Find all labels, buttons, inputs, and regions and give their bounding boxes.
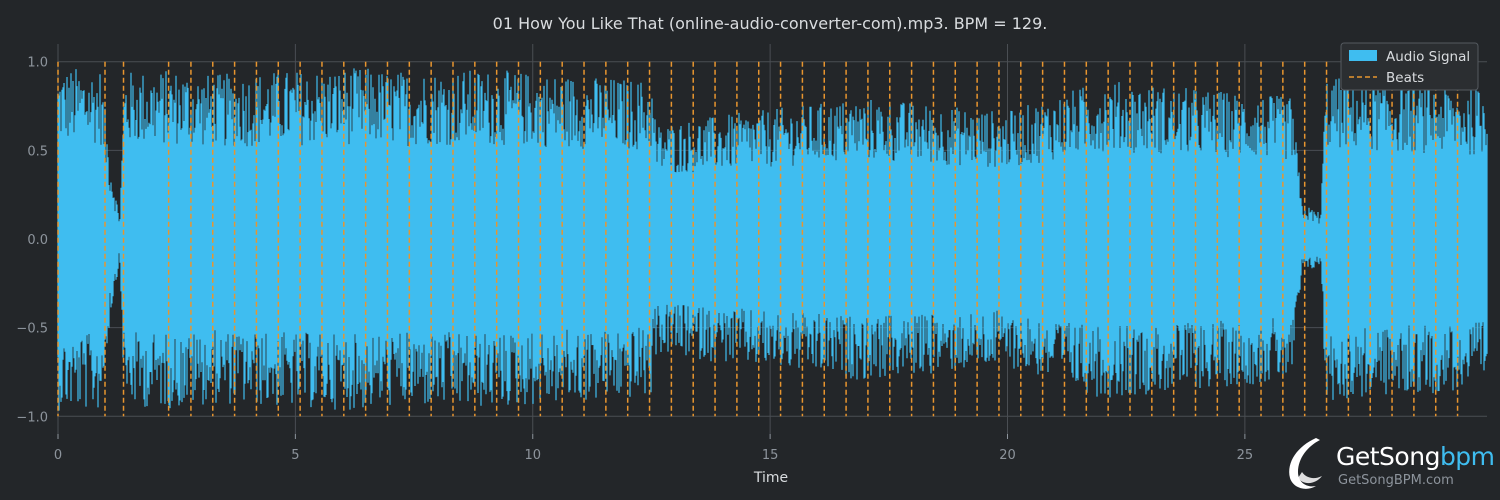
y-tick-label: −0.5: [16, 322, 48, 337]
y-tick-label: −1.0: [16, 410, 48, 425]
axes: 1.0 0.5 0.0 −0.5 −1.0 0 5 10 15 20 25: [16, 56, 1253, 463]
y-tick-label: 0.0: [27, 233, 48, 248]
x-axis-label: Time: [753, 470, 788, 486]
x-tick-label: 20: [999, 448, 1016, 463]
legend: Audio Signal Beats: [1340, 42, 1479, 91]
legend-swatch-audio-signal: [1349, 50, 1377, 61]
logo-brand-text: GetSongbpm: [1336, 442, 1495, 471]
legend-label-beats: Beats: [1386, 70, 1424, 86]
x-tick-label: 25: [1237, 448, 1254, 463]
beats-series: [57, 61, 1459, 417]
chart-title: 01 How You Like That (online-audio-conve…: [493, 14, 1048, 33]
y-tick-label: 0.5: [27, 144, 48, 159]
legend-label-audio-signal: Audio Signal: [1386, 49, 1470, 65]
bird-logo-icon: [1289, 438, 1322, 489]
x-tick-label: 5: [291, 448, 299, 463]
logo-brand-main: GetSong: [1336, 442, 1440, 471]
getsongbpm-logo: GetSongbpm GetSongBPM.com: [1276, 432, 1498, 498]
logo-url: GetSongBPM.com: [1338, 473, 1454, 488]
logo-brand-accent: bpm: [1439, 442, 1495, 471]
x-tick-label: 15: [762, 448, 779, 463]
x-tick-label: 0: [54, 448, 62, 463]
y-tick-label: 1.0: [27, 56, 48, 71]
x-tick-label: 10: [524, 448, 541, 463]
